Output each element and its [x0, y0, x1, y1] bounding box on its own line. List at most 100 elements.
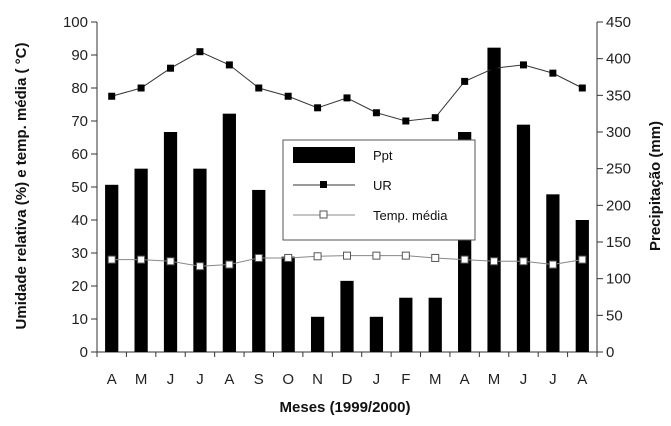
point-ur: [137, 84, 145, 92]
point-temp: [284, 253, 293, 262]
bar-ppt: [546, 194, 560, 352]
x-tick-label: A: [224, 371, 234, 388]
x-tick-label: J: [196, 371, 204, 388]
x-tick-label: J: [167, 371, 175, 388]
point-ur: [225, 61, 233, 69]
ticks-group: 0 10 20 30 40 50 60 70 80 90 100 0 50 100 150 200 250 300…: [63, 14, 631, 388]
point-temp: [195, 262, 204, 271]
y-left-tick-label: 20: [71, 278, 88, 295]
point-ur: [431, 114, 439, 122]
point-ur: [196, 48, 204, 56]
point-temp: [578, 255, 587, 264]
y-right-tick-label: 200: [606, 197, 631, 214]
bar-ppt: [369, 316, 384, 352]
x-tick-label: M: [429, 371, 442, 388]
x-axis-title: Meses (1999/2000): [280, 399, 411, 416]
point-temp: [372, 251, 381, 260]
x-tick-label: S: [254, 371, 264, 388]
y-axis-title-right: Precipitação (mm): [647, 121, 664, 251]
y-left-tick-label: 10: [71, 311, 88, 328]
point-temp: [137, 255, 146, 264]
y-left-tick-label: 80: [71, 80, 88, 97]
point-ur: [578, 84, 586, 92]
y-left-tick-label: 90: [71, 47, 88, 64]
point-ur: [519, 61, 527, 69]
bar-ppt: [252, 189, 266, 352]
x-tick-label: A: [107, 371, 117, 388]
point-ur: [284, 92, 292, 100]
point-temp: [519, 257, 528, 266]
bar-ppt: [516, 124, 531, 353]
y-right-tick-label: 400: [606, 51, 631, 68]
legend-label-ur: UR: [373, 178, 392, 193]
point-ur: [255, 84, 263, 92]
y-right-tick-label: 450: [606, 14, 631, 31]
legend-marker-temp: [319, 210, 328, 219]
bar-ppt: [193, 168, 207, 352]
point-ur: [343, 94, 351, 102]
point-ur: [549, 69, 557, 77]
bar-ppt: [399, 297, 413, 352]
y-right-tick-label: 50: [606, 307, 623, 324]
point-temp: [490, 257, 499, 266]
bar-ppt: [428, 297, 442, 352]
point-temp: [548, 260, 557, 269]
bar-ppt: [487, 47, 501, 353]
legend: Ppt UR Temp. média: [282, 139, 476, 241]
point-temp: [225, 260, 234, 269]
legend-label-temp: Temp. média: [373, 208, 448, 223]
x-tick-label: O: [282, 371, 294, 388]
point-ur: [108, 92, 116, 100]
x-tick-label: J: [373, 371, 381, 388]
point-temp: [166, 257, 175, 266]
y-left-tick-label: 50: [71, 179, 88, 196]
point-temp: [343, 251, 351, 260]
point-ur: [372, 109, 380, 117]
bar-ppt: [340, 280, 354, 352]
y-right-tick-label: 100: [606, 271, 631, 288]
point-temp: [107, 255, 116, 264]
x-tick-label: A: [460, 371, 470, 388]
x-tick-label: D: [342, 371, 353, 388]
y-left-tick-label: 30: [71, 245, 88, 262]
point-ur: [461, 77, 469, 85]
y-right-tick-label: 350: [606, 87, 631, 104]
point-ur: [402, 117, 410, 125]
point-temp: [254, 253, 263, 262]
y-left-tick-label: 100: [63, 14, 88, 31]
point-temp: [313, 252, 322, 261]
x-tick-label: J: [520, 371, 528, 388]
x-tick-label: M: [135, 371, 148, 388]
bar-ppt: [163, 132, 178, 352]
legend-label-ppt: Ppt: [373, 148, 393, 163]
y-left-tick-label: 40: [71, 212, 88, 229]
y-axis-title-left: Umidade relativa (%) e temp. média ( °C): [13, 43, 30, 330]
lines-group: [107, 48, 587, 271]
bar-ppt: [222, 113, 236, 353]
bar-ppt: [575, 220, 589, 352]
point-ur: [490, 64, 498, 72]
x-tick-label: J: [549, 371, 557, 388]
bars-group: [105, 47, 589, 353]
y-right-tick-label: 0: [606, 344, 614, 361]
point-ur: [314, 104, 322, 112]
point-ur: [167, 64, 175, 72]
y-right-tick-label: 250: [606, 161, 631, 178]
x-tick-label: F: [401, 371, 410, 388]
point-temp: [431, 253, 440, 262]
x-tick-label: N: [312, 371, 323, 388]
y-right-tick-label: 150: [606, 234, 631, 251]
point-temp: [401, 251, 410, 260]
y-left-tick-label: 60: [71, 146, 88, 163]
y-left-tick-label: 0: [80, 344, 88, 361]
legend-marker-ur: [320, 181, 327, 188]
y-right-tick-label: 300: [606, 124, 631, 141]
bar-ppt: [105, 184, 119, 352]
y-left-tick-label: 70: [71, 113, 88, 130]
line-ur: [111, 51, 583, 122]
x-tick-label: A: [577, 371, 587, 388]
legend-swatch-ppt: [293, 147, 355, 163]
x-tick-label: M: [488, 371, 501, 388]
